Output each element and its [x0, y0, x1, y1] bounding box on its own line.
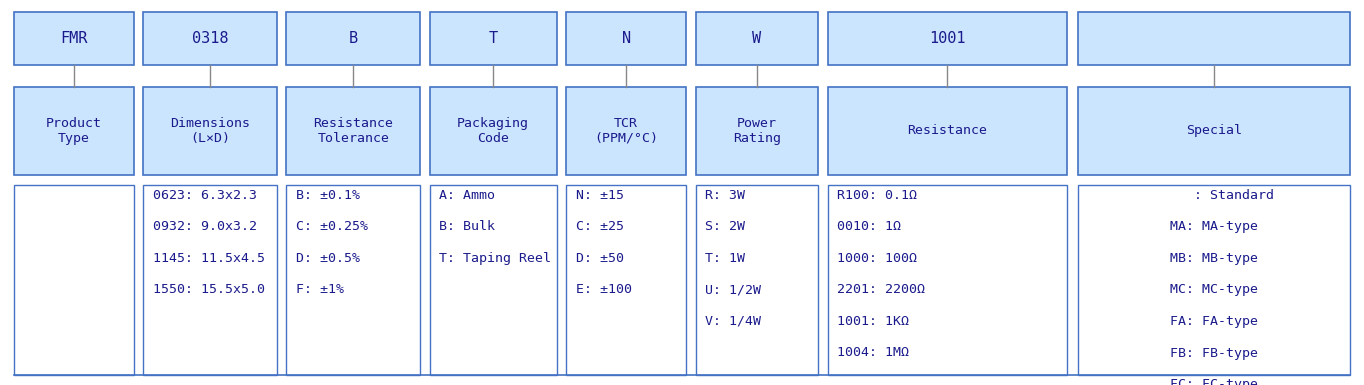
Text: B: B	[349, 31, 357, 46]
FancyBboxPatch shape	[286, 87, 420, 175]
Text: 1145: 11.5x4.5: 1145: 11.5x4.5	[153, 252, 265, 265]
Text: S: 2W: S: 2W	[705, 220, 745, 233]
Text: R: 3W: R: 3W	[705, 189, 745, 202]
FancyBboxPatch shape	[14, 12, 134, 65]
Text: 0010: 1Ω: 0010: 1Ω	[837, 220, 902, 233]
FancyBboxPatch shape	[430, 12, 557, 65]
Text: T: Taping Reel: T: Taping Reel	[439, 252, 551, 265]
Text: R100: 0.1Ω: R100: 0.1Ω	[837, 189, 918, 202]
Text: FA: FA-type: FA: FA-type	[1170, 315, 1258, 328]
FancyBboxPatch shape	[14, 185, 134, 375]
FancyBboxPatch shape	[430, 185, 557, 375]
Text: F: ±1%: F: ±1%	[296, 283, 344, 296]
FancyBboxPatch shape	[143, 12, 277, 65]
Text: U: 1/2W: U: 1/2W	[705, 283, 761, 296]
Text: Packaging
Code: Packaging Code	[457, 117, 529, 145]
FancyBboxPatch shape	[286, 185, 420, 375]
Text: W: W	[753, 31, 761, 46]
Text: 1001: 1KΩ: 1001: 1KΩ	[837, 315, 910, 328]
Text: FC: FC-type: FC: FC-type	[1170, 378, 1258, 385]
Text: T: 1W: T: 1W	[705, 252, 745, 265]
Text: A: Ammo: A: Ammo	[439, 189, 495, 202]
FancyBboxPatch shape	[696, 87, 818, 175]
Text: FMR: FMR	[60, 31, 87, 46]
Text: C: ±25: C: ±25	[576, 220, 623, 233]
Text: 2201: 2200Ω: 2201: 2200Ω	[837, 283, 926, 296]
FancyBboxPatch shape	[696, 12, 818, 65]
FancyBboxPatch shape	[143, 87, 277, 175]
Text: 1001: 1001	[929, 31, 966, 46]
Text: V: 1/4W: V: 1/4W	[705, 315, 761, 328]
Text: FB: FB-type: FB: FB-type	[1170, 346, 1258, 360]
Text: C: ±0.25%: C: ±0.25%	[296, 220, 368, 233]
Text: Power
Rating: Power Rating	[732, 117, 782, 145]
FancyBboxPatch shape	[566, 87, 686, 175]
Text: D: ±50: D: ±50	[576, 252, 623, 265]
Text: N: N	[622, 31, 630, 46]
Text: MC: MC-type: MC: MC-type	[1170, 283, 1258, 296]
Text: B: Bulk: B: Bulk	[439, 220, 495, 233]
Text: 1000: 100Ω: 1000: 100Ω	[837, 252, 918, 265]
FancyBboxPatch shape	[1078, 87, 1350, 175]
Text: E: ±100: E: ±100	[576, 283, 632, 296]
Text: Resistance: Resistance	[907, 124, 988, 137]
Text: 0932: 9.0x3.2: 0932: 9.0x3.2	[153, 220, 256, 233]
FancyBboxPatch shape	[828, 87, 1067, 175]
Text: TCR
(PPM/°C): TCR (PPM/°C)	[595, 117, 657, 145]
Text: Dimensions
(L×D): Dimensions (L×D)	[170, 117, 250, 145]
Text: Product
Type: Product Type	[45, 117, 102, 145]
FancyBboxPatch shape	[566, 185, 686, 375]
Text: T: T	[488, 31, 498, 46]
Text: N: ±15: N: ±15	[576, 189, 623, 202]
Text: MB: MB-type: MB: MB-type	[1170, 252, 1258, 265]
FancyBboxPatch shape	[828, 185, 1067, 375]
FancyBboxPatch shape	[286, 12, 420, 65]
FancyBboxPatch shape	[1078, 12, 1350, 65]
Text: 0318: 0318	[192, 31, 228, 46]
Text: 0623: 6.3x2.3: 0623: 6.3x2.3	[153, 189, 256, 202]
FancyBboxPatch shape	[14, 87, 134, 175]
FancyBboxPatch shape	[143, 185, 277, 375]
Text: : Standard: : Standard	[1154, 189, 1274, 202]
FancyBboxPatch shape	[828, 12, 1067, 65]
Text: 1550: 15.5x5.0: 1550: 15.5x5.0	[153, 283, 265, 296]
Text: Special: Special	[1185, 124, 1243, 137]
Text: Resistance
Tolerance: Resistance Tolerance	[314, 117, 393, 145]
Text: 1004: 1MΩ: 1004: 1MΩ	[837, 346, 910, 360]
FancyBboxPatch shape	[566, 12, 686, 65]
FancyBboxPatch shape	[1078, 185, 1350, 375]
FancyBboxPatch shape	[430, 87, 557, 175]
Text: D: ±0.5%: D: ±0.5%	[296, 252, 360, 265]
FancyBboxPatch shape	[696, 185, 818, 375]
Text: MA: MA-type: MA: MA-type	[1170, 220, 1258, 233]
Text: B: ±0.1%: B: ±0.1%	[296, 189, 360, 202]
